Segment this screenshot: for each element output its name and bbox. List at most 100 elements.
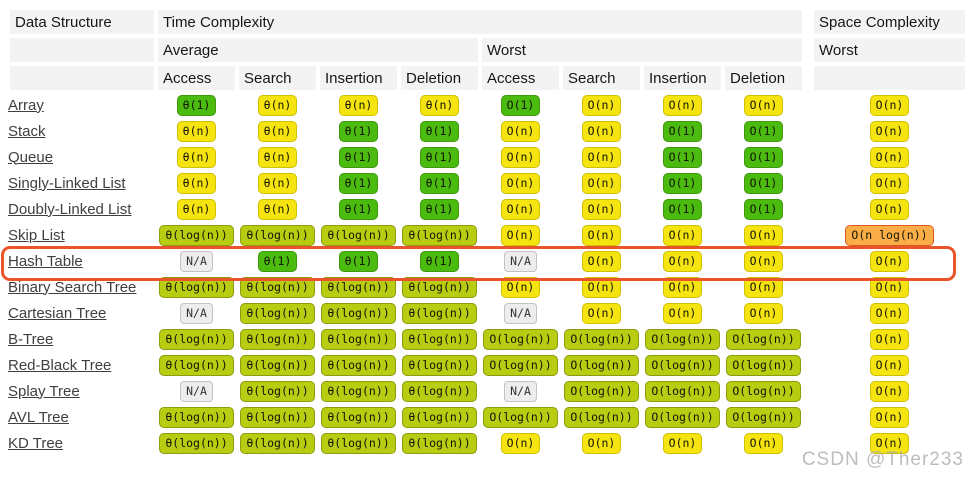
column-gap xyxy=(804,170,812,196)
data-structure-link[interactable]: Binary Search Tree xyxy=(8,278,137,296)
complexity-pill: O(n) xyxy=(500,146,541,168)
complexity-cell: θ(log(n)) xyxy=(156,404,237,430)
complexity-pill: θ(log(n)) xyxy=(321,302,396,324)
complexity-pill: O(n) xyxy=(869,354,910,376)
data-structure-cell: Hash Table xyxy=(8,248,156,274)
column-gap xyxy=(804,222,812,248)
complexity-pill: θ(log(n)) xyxy=(402,328,477,350)
table-row: AVL Tree θ(log(n)) θ(log(n)) θ(log(n)) θ(log… xyxy=(8,404,967,430)
col-header-space-complexity: Space Complexity xyxy=(812,8,967,36)
data-structure-link[interactable]: Red-Black Tree xyxy=(8,356,112,374)
complexity-cell: O(n) xyxy=(561,430,642,456)
complexity-cell: O(n) xyxy=(561,222,642,248)
data-structure-link[interactable]: Skip List xyxy=(8,226,65,244)
data-structure-link[interactable]: Singly-Linked List xyxy=(8,174,126,192)
complexity-pill: O(1) xyxy=(662,198,703,220)
complexity-cell: θ(log(n)) xyxy=(318,378,399,404)
complexity-cell: θ(n) xyxy=(156,196,237,222)
complexity-cell: O(1) xyxy=(723,170,804,196)
complexity-cell: O(n) xyxy=(723,274,804,300)
table-row: Splay Tree N/A θ(log(n)) θ(log(n)) θ(log(n))… xyxy=(8,378,967,404)
complexity-cell: O(1) xyxy=(642,118,723,144)
complexity-pill: O(log(n)) xyxy=(726,354,801,376)
complexity-cell: θ(log(n)) xyxy=(237,326,318,352)
data-structure-cell: Doubly-Linked List xyxy=(8,196,156,222)
table-row: Singly-Linked List θ(n) θ(n) θ(1) θ(1) O(n) O(… xyxy=(8,170,967,196)
complexity-cell: O(n) xyxy=(812,274,967,300)
complexity-cell: O(n) xyxy=(642,92,723,118)
complexity-cell: O(n) xyxy=(812,326,967,352)
complexity-pill: N/A xyxy=(504,302,537,324)
complexity-pill: O(n) xyxy=(869,250,910,272)
complexity-pill: θ(log(n)) xyxy=(240,406,315,428)
complexity-cell: O(n) xyxy=(642,300,723,326)
complexity-cell: θ(log(n)) xyxy=(237,430,318,456)
table-row: KD Tree θ(log(n)) θ(log(n)) θ(log(n)) θ(log(… xyxy=(8,430,967,456)
complexity-pill: O(n) xyxy=(581,432,622,454)
data-structure-link[interactable]: Stack xyxy=(8,122,46,140)
data-structure-link[interactable]: Doubly-Linked List xyxy=(8,200,132,218)
complexity-cell: O(n) xyxy=(480,144,561,170)
complexity-pill: O(log(n)) xyxy=(483,406,558,428)
complexity-pill: θ(log(n)) xyxy=(402,302,477,324)
complexity-cell: O(1) xyxy=(723,118,804,144)
complexity-cell: O(n) xyxy=(480,118,561,144)
column-gap xyxy=(804,196,812,222)
complexity-pill: O(log(n)) xyxy=(483,354,558,376)
complexity-cell: O(n) xyxy=(723,300,804,326)
complexity-pill: θ(log(n)) xyxy=(321,432,396,454)
complexity-pill: θ(n) xyxy=(257,94,298,116)
data-structure-link[interactable]: Cartesian Tree xyxy=(8,304,107,322)
complexity-cell: θ(n) xyxy=(237,170,318,196)
data-structure-link[interactable]: KD Tree xyxy=(8,434,64,452)
complexity-pill: θ(log(n)) xyxy=(159,354,234,376)
complexity-cell: θ(log(n)) xyxy=(237,274,318,300)
complexity-cell: O(log(n)) xyxy=(723,378,804,404)
complexity-cell: O(n) xyxy=(812,118,967,144)
complexity-cell: O(n) xyxy=(480,170,561,196)
complexity-pill: θ(log(n)) xyxy=(402,276,477,298)
complexity-pill: N/A xyxy=(504,250,537,272)
complexity-cell: θ(log(n)) xyxy=(156,222,237,248)
col-header-data-structure: Data Structure xyxy=(8,8,156,36)
complexity-cell: θ(log(n)) xyxy=(399,378,480,404)
complexity-pill: O(n) xyxy=(662,432,703,454)
data-structure-link[interactable]: Array xyxy=(8,96,44,114)
complexity-cell: N/A xyxy=(480,300,561,326)
complexity-cell: θ(log(n)) xyxy=(156,352,237,378)
col-header-deletion-avg: Deletion xyxy=(399,64,480,92)
complexity-pill: O(n) xyxy=(581,276,622,298)
complexity-cell: O(log(n)) xyxy=(480,326,561,352)
complexity-pill: O(n) xyxy=(743,250,784,272)
complexity-pill: O(n) xyxy=(662,224,703,246)
column-gap xyxy=(804,118,812,144)
data-structure-link[interactable]: Splay Tree xyxy=(8,382,80,400)
complexity-pill: O(n) xyxy=(662,302,703,324)
complexity-pill: O(n) xyxy=(581,302,622,324)
complexity-cell: O(n) xyxy=(642,248,723,274)
complexity-pill: O(n) xyxy=(869,328,910,350)
complexity-cell: O(n) xyxy=(812,378,967,404)
table-row: Doubly-Linked List θ(n) θ(n) θ(1) θ(1) O(n) O(… xyxy=(8,196,967,222)
complexity-cell: θ(n) xyxy=(156,144,237,170)
complexity-cell: O(n) xyxy=(812,430,967,456)
data-structure-link[interactable]: AVL Tree xyxy=(8,408,69,426)
complexity-cell: O(n) xyxy=(723,248,804,274)
complexity-pill: θ(log(n)) xyxy=(402,432,477,454)
complexity-cell: O(n) xyxy=(561,248,642,274)
column-gap xyxy=(804,92,812,118)
complexity-cell: O(1) xyxy=(642,144,723,170)
header-empty-cell xyxy=(8,36,156,64)
data-structure-link[interactable]: Hash Table xyxy=(8,252,83,270)
complexity-cell: θ(1) xyxy=(237,248,318,274)
complexity-pill: O(n) xyxy=(743,224,784,246)
complexity-cell: θ(log(n)) xyxy=(399,352,480,378)
complexity-pill: O(n) xyxy=(581,224,622,246)
data-structure-link[interactable]: Queue xyxy=(8,148,54,166)
complexity-pill: O(n) xyxy=(743,302,784,324)
complexity-cell: O(n) xyxy=(480,274,561,300)
complexity-pill: θ(n) xyxy=(176,198,217,220)
data-structure-link[interactable]: B-Tree xyxy=(8,330,54,348)
data-structure-cell: Binary Search Tree xyxy=(8,274,156,300)
complexity-cell: θ(log(n)) xyxy=(237,300,318,326)
